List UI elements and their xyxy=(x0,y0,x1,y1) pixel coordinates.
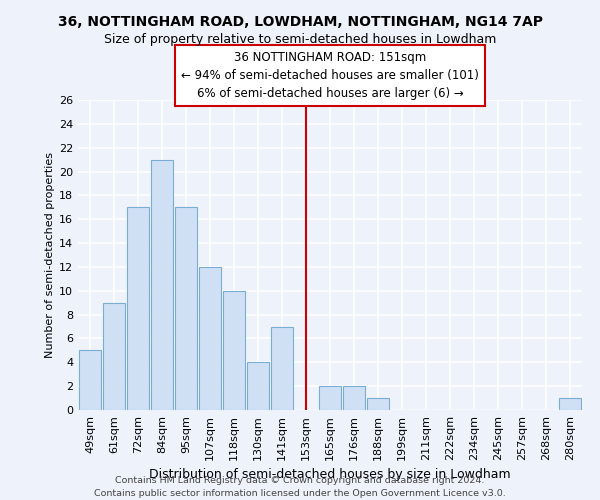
Bar xyxy=(343,386,365,410)
Bar xyxy=(175,208,197,410)
Bar xyxy=(319,386,341,410)
Bar xyxy=(103,302,125,410)
X-axis label: Distribution of semi-detached houses by size in Lowdham: Distribution of semi-detached houses by … xyxy=(149,468,511,481)
Text: Size of property relative to semi-detached houses in Lowdham: Size of property relative to semi-detach… xyxy=(104,32,496,46)
Bar xyxy=(79,350,101,410)
Text: Contains HM Land Registry data © Crown copyright and database right 2024.
Contai: Contains HM Land Registry data © Crown c… xyxy=(94,476,506,498)
Bar xyxy=(127,208,149,410)
Bar xyxy=(199,267,221,410)
Text: 36 NOTTINGHAM ROAD: 151sqm
← 94% of semi-detached houses are smaller (101)
6% of: 36 NOTTINGHAM ROAD: 151sqm ← 94% of semi… xyxy=(181,51,479,100)
Bar xyxy=(367,398,389,410)
Text: 36, NOTTINGHAM ROAD, LOWDHAM, NOTTINGHAM, NG14 7AP: 36, NOTTINGHAM ROAD, LOWDHAM, NOTTINGHAM… xyxy=(58,15,542,29)
Bar xyxy=(247,362,269,410)
Bar xyxy=(271,326,293,410)
Bar xyxy=(223,291,245,410)
Bar xyxy=(151,160,173,410)
Y-axis label: Number of semi-detached properties: Number of semi-detached properties xyxy=(45,152,55,358)
Bar xyxy=(559,398,581,410)
